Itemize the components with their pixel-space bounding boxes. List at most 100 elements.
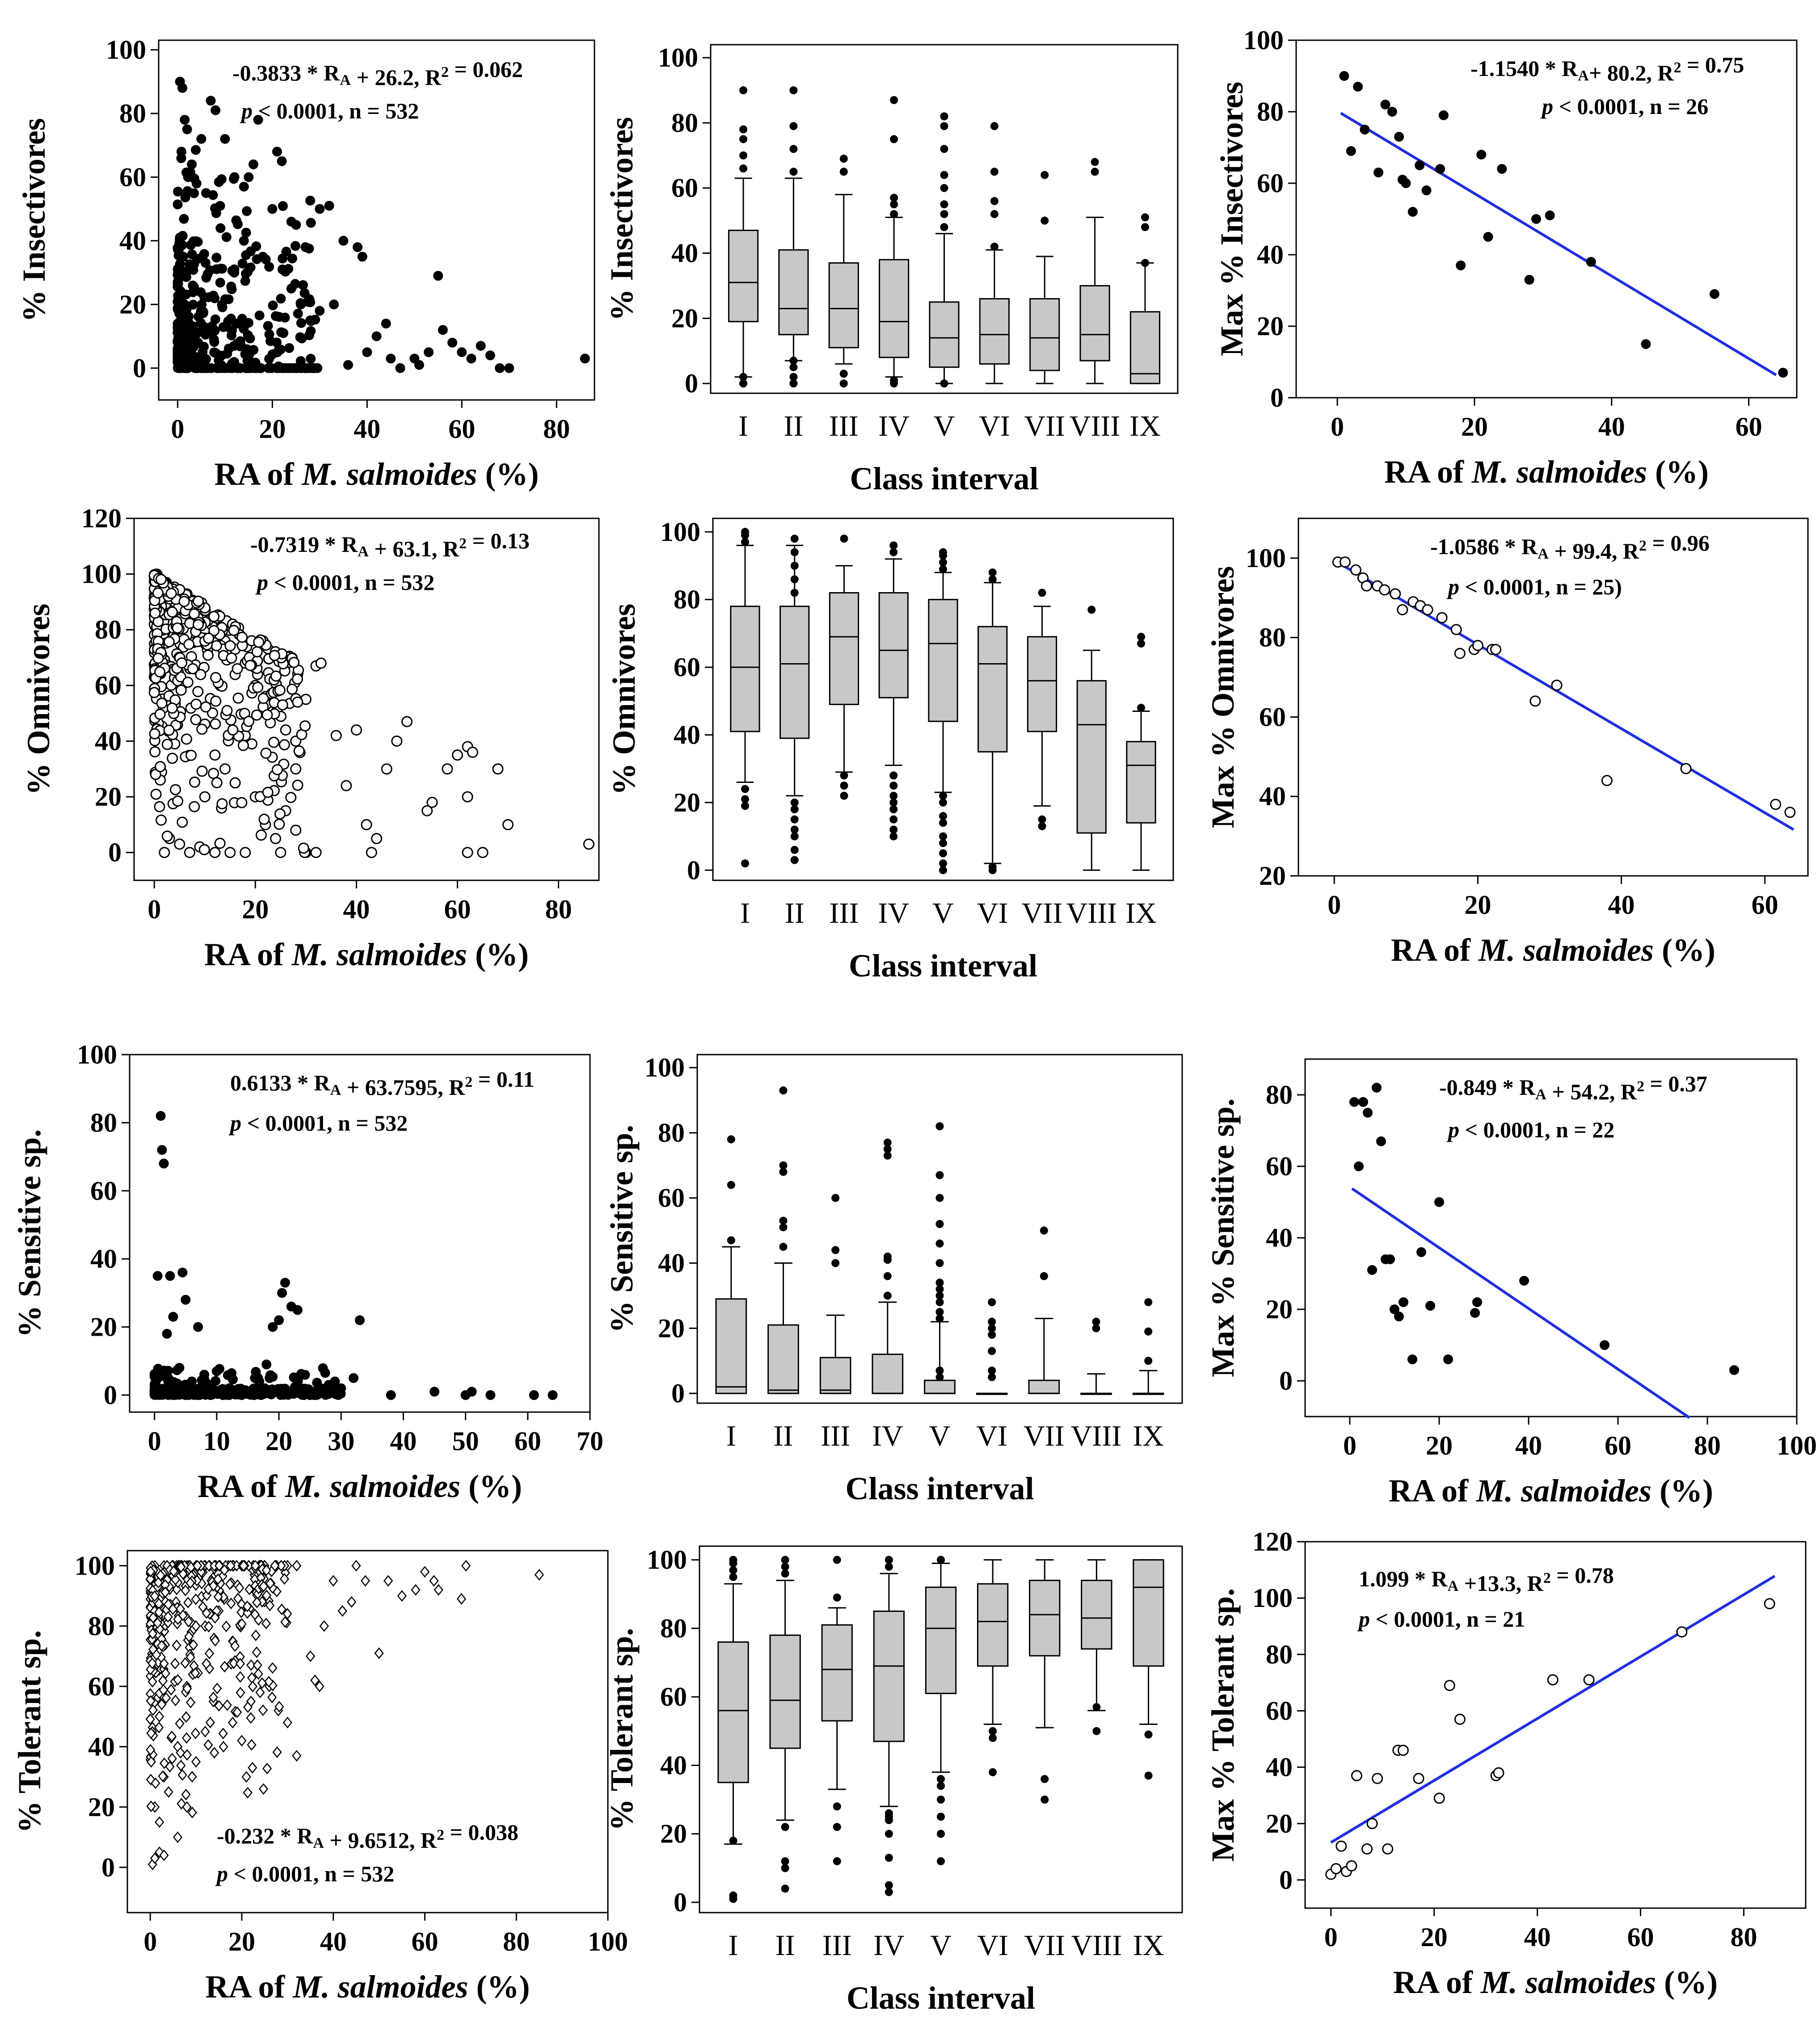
data-point — [476, 341, 486, 351]
data-point — [196, 1384, 206, 1394]
outlier-point — [937, 1775, 945, 1783]
data-point — [181, 363, 192, 373]
y-tick-label: 80 — [90, 1108, 117, 1137]
data-point — [155, 1711, 164, 1723]
data-point — [159, 1849, 169, 1861]
x-axis-title: RA of M. salmoides (%) — [1393, 1964, 1718, 2000]
y-tick-label: 60 — [88, 1672, 115, 1701]
y-tick-label: 40 — [88, 1732, 115, 1762]
data-point — [172, 1365, 182, 1375]
outlier-point — [789, 122, 798, 130]
data-point — [173, 350, 183, 361]
data-point — [172, 1640, 181, 1652]
y-axis-title: % Sensitive sp. — [12, 1129, 47, 1337]
data-point — [430, 1387, 440, 1397]
regression-stats: p < 0.0001, n = 25) — [1446, 574, 1622, 599]
data-point — [206, 96, 216, 106]
data-point — [184, 847, 195, 858]
data-point — [196, 765, 208, 777]
data-point — [343, 360, 353, 370]
data-point — [291, 241, 301, 251]
data-point — [163, 1611, 173, 1623]
x-tick-label: IX — [1129, 410, 1161, 442]
data-point — [147, 1627, 158, 1640]
data-point — [203, 632, 215, 644]
data-point — [172, 1583, 181, 1595]
regression-stats: p < 0.0001, n = 26 — [1540, 94, 1708, 119]
data-point — [237, 1618, 247, 1630]
data-point — [292, 696, 303, 708]
outlier-point — [790, 825, 799, 834]
outlier-point — [729, 1837, 737, 1845]
box-VII — [1027, 589, 1057, 830]
data-point — [251, 1367, 261, 1377]
data-point — [180, 1657, 190, 1669]
data-point — [176, 1759, 186, 1771]
data-point — [1390, 588, 1401, 600]
data-point — [267, 204, 278, 214]
data-point — [239, 236, 249, 246]
data-point — [212, 1682, 222, 1695]
plot-frame — [126, 1550, 609, 1913]
box-IX — [1133, 1559, 1164, 1780]
outlier-point — [939, 558, 947, 567]
data-point — [241, 1771, 251, 1783]
data-point — [149, 746, 161, 757]
data-point — [165, 1761, 175, 1773]
outlier-point — [937, 1796, 945, 1804]
outlier-point — [989, 1734, 997, 1742]
data-point — [1397, 1745, 1409, 1756]
data-point — [185, 1696, 196, 1708]
x-tick-label: 60 — [1605, 1431, 1631, 1460]
outlier-point — [739, 125, 748, 134]
regression-stats: p < 0.0001, n = 532 — [240, 98, 419, 123]
data-point — [495, 363, 505, 373]
data-point — [1361, 1843, 1373, 1855]
data-point — [193, 595, 204, 607]
data-point — [303, 297, 313, 307]
box-VI — [977, 1559, 1009, 1776]
data-point — [292, 1750, 302, 1762]
box-iqr — [730, 606, 760, 732]
y-axis-title: Max % Insectivores — [1214, 82, 1250, 357]
x-tick-label: 40 — [1608, 890, 1635, 920]
x-axis-title: Class interval — [850, 461, 1039, 496]
x-tick-label: 60 — [1736, 412, 1762, 442]
data-point — [1387, 107, 1397, 117]
x-tick-label: 60 — [1752, 890, 1778, 920]
panel-c3: 0 20 40 60 80 Max % Sensitive sp. 0 20 40 60 80 100… — [1205, 1058, 1817, 1509]
data-point — [189, 776, 201, 788]
data-point — [1380, 100, 1390, 109]
outlier-point — [839, 370, 848, 378]
data-point — [337, 1605, 347, 1617]
data-point — [182, 677, 194, 688]
y-tick-label: 0 — [674, 1888, 687, 1917]
outlier-point — [935, 1298, 944, 1307]
data-point — [265, 1599, 275, 1611]
data-point — [280, 1278, 290, 1288]
x-tick-label: 100 — [588, 1927, 628, 1956]
outlier-point — [781, 1864, 789, 1872]
x-tick-label: 20 — [1464, 890, 1491, 920]
data-point — [145, 1713, 155, 1725]
data-point — [1444, 1680, 1455, 1691]
data-point — [235, 1582, 244, 1594]
outlier-point — [939, 819, 947, 827]
data-point — [252, 681, 264, 693]
data-point — [583, 838, 594, 850]
data-point — [179, 317, 189, 327]
data-point — [451, 749, 463, 761]
x-tick-label: I — [738, 410, 748, 442]
y-tick-label: 60 — [1266, 1696, 1293, 1725]
data-point — [395, 363, 405, 373]
data-point — [1545, 210, 1555, 220]
y-tick-label: 100 — [647, 1545, 687, 1575]
outlier-point — [779, 1168, 788, 1176]
data-point — [434, 1584, 443, 1596]
x-tick-label: 40 — [354, 414, 380, 444]
outlier-point — [781, 1562, 789, 1571]
data-point — [154, 1606, 164, 1618]
data-point — [262, 786, 274, 798]
y-tick-label: 0 — [1270, 383, 1284, 412]
outlier-point — [741, 785, 749, 793]
